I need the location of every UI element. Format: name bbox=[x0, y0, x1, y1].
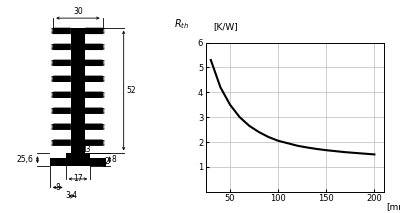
Polygon shape bbox=[90, 158, 106, 166]
Polygon shape bbox=[85, 60, 105, 66]
Text: M3: M3 bbox=[79, 145, 90, 154]
Polygon shape bbox=[51, 28, 71, 34]
Polygon shape bbox=[51, 140, 71, 146]
Text: $R_{th}$: $R_{th}$ bbox=[174, 17, 189, 31]
Polygon shape bbox=[66, 153, 90, 166]
Text: [K/W]: [K/W] bbox=[213, 22, 238, 31]
Text: 25,6: 25,6 bbox=[16, 155, 33, 164]
Text: 52: 52 bbox=[126, 86, 136, 95]
Polygon shape bbox=[51, 92, 71, 98]
Polygon shape bbox=[85, 28, 105, 34]
Text: 17: 17 bbox=[73, 174, 83, 183]
Polygon shape bbox=[51, 44, 71, 50]
Text: [mm]: [mm] bbox=[386, 202, 400, 211]
Text: 2: 2 bbox=[104, 157, 109, 166]
Polygon shape bbox=[85, 140, 105, 146]
Polygon shape bbox=[85, 108, 105, 114]
Polygon shape bbox=[51, 108, 71, 114]
Text: 30: 30 bbox=[73, 7, 83, 16]
Polygon shape bbox=[85, 92, 105, 98]
Polygon shape bbox=[71, 28, 85, 153]
Polygon shape bbox=[51, 124, 71, 130]
Text: 8: 8 bbox=[55, 183, 60, 192]
Polygon shape bbox=[51, 60, 71, 66]
Polygon shape bbox=[51, 76, 71, 82]
Text: 3,4: 3,4 bbox=[66, 191, 78, 200]
Polygon shape bbox=[50, 158, 66, 166]
Polygon shape bbox=[85, 124, 105, 130]
Polygon shape bbox=[85, 44, 105, 50]
Polygon shape bbox=[85, 76, 105, 82]
Text: 8: 8 bbox=[112, 155, 116, 164]
